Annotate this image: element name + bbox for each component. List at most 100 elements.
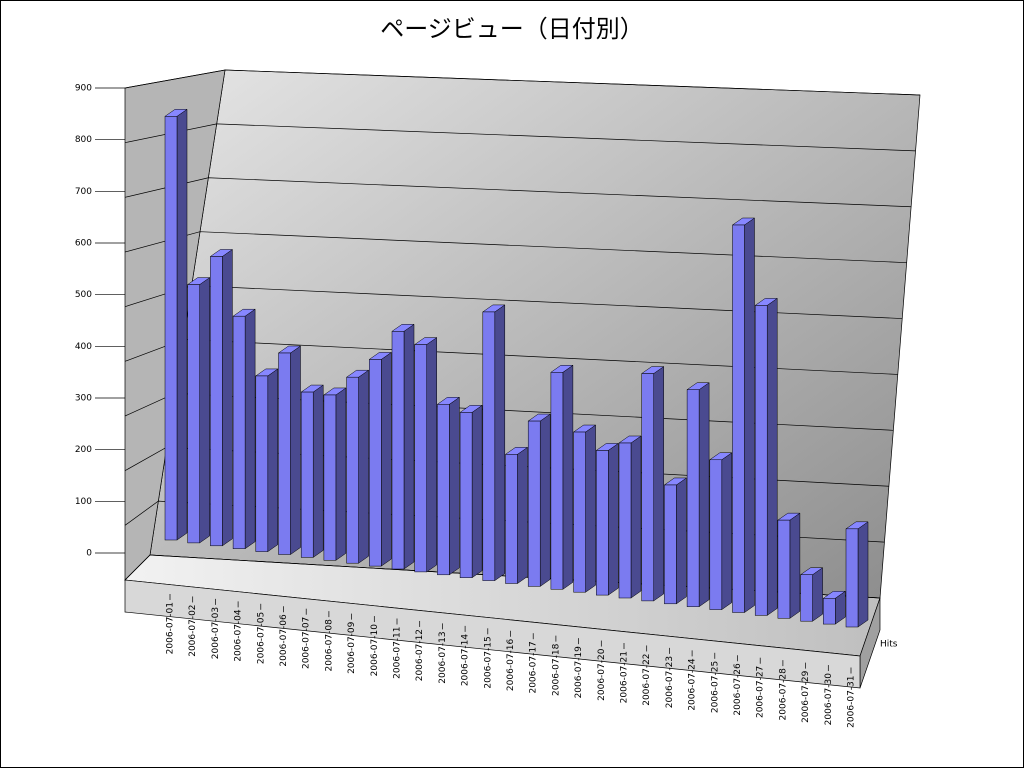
bar [641,373,654,602]
bar [823,598,836,625]
y-tick-label: 900 [75,84,92,94]
bar [255,375,269,552]
y-tick-label: 100 [75,497,92,507]
y-tick-label: 0 [86,549,92,559]
x-tick-label: 2006-07-04 [234,609,244,662]
y-tick-label: 300 [75,394,92,404]
bar-side [676,477,687,605]
bar-side [244,308,256,550]
bar-side [267,368,279,553]
x-tick-label: 2006-07-16 [506,638,516,691]
x-tick-label: 2006-07-06 [279,614,289,667]
bar-side [721,452,733,611]
bar [550,372,564,590]
bar [323,394,337,561]
bar-side [812,567,823,622]
x-tick-label: 2006-07-09 [347,621,357,674]
bar-side [426,337,437,573]
y-tick-label: 600 [75,239,92,249]
bar-side [562,364,574,590]
bar [618,442,632,599]
x-tick-label: 2006-07-24 [688,658,698,711]
bar [482,311,496,581]
bar [232,315,246,549]
bar [527,420,541,587]
bar-side [222,248,233,547]
bar [187,284,200,544]
bar [437,404,450,576]
bar-side [698,382,710,608]
x-tick-label: 2006-07-21 [620,651,630,703]
x-tick-label: 2006-07-17 [529,641,539,693]
bar [732,224,745,613]
x-tick-label: 2006-07-20 [597,648,607,701]
bar [369,359,382,567]
bar [346,376,359,564]
bar [573,431,586,593]
bar [709,459,723,610]
x-tick-label: 2006-07-12 [415,629,425,681]
x-tick-label: 2006-07-10 [370,624,380,677]
bar-side [381,351,392,567]
bar [664,484,677,605]
bar-side [585,424,596,593]
x-tick-label: 2006-07-30 [824,673,834,726]
bar [164,116,178,541]
bar [459,412,473,578]
bar [414,344,427,573]
bar-side [608,442,619,596]
bar-side [517,446,528,584]
bar-side [630,435,642,599]
bar-side [199,277,210,544]
x-tick-label: 2006-07-27 [756,666,766,718]
x-tick-label: 2006-07-03 [211,607,221,659]
grid-line [124,231,907,264]
grid-line [124,69,921,96]
y-tick-label: 200 [75,445,92,455]
x-tick-label: 2006-07-31 [847,676,857,728]
bar-side [471,404,483,579]
x-tick-label: 2006-07-05 [256,612,266,664]
bar-side [176,108,188,541]
bar-side [358,369,369,564]
bar-side [653,366,664,602]
bar [845,528,859,628]
x-tick-label: 2006-07-26 [733,663,743,716]
bar-side [403,323,415,570]
x-tick-label: 2006-07-14 [461,634,471,687]
grid-line [124,177,912,208]
x-tick-label: 2006-07-13 [438,631,448,683]
x-tick-label: 2006-07-01 [166,602,176,654]
x-tick-label: 2006-07-18 [551,643,561,696]
x-tick-label: 2006-07-15 [483,636,493,688]
y-tick-label: 800 [75,135,92,145]
y-tick-label: 400 [75,342,92,352]
bar [505,454,518,584]
grid-line [124,123,916,152]
x-tick-label: 2006-07-02 [188,604,198,656]
y-tick-label: 700 [75,187,92,197]
bar-side [290,345,301,555]
x-tick-label: 2006-07-07 [302,617,312,669]
x-tick-label: 2006-07-25 [710,661,720,713]
legend-label: Hits [880,640,898,650]
x-tick-label: 2006-07-29 [801,670,811,723]
bar-side [857,521,869,628]
bar-side [449,396,460,576]
bar [210,256,223,547]
x-tick-label: 2006-07-28 [778,668,788,721]
bar-side [744,217,755,613]
x-tick-label: 2006-07-08 [324,619,334,672]
bar [278,352,291,555]
bar-side [494,304,506,582]
bar [391,331,405,570]
x-tick-label: 2006-07-23 [665,656,675,708]
x-tick-label: 2006-07-22 [642,653,652,705]
bar [777,519,791,619]
x-tick-label: 2006-07-11 [393,627,403,679]
bar [300,391,314,558]
bar [754,305,768,616]
bar-side [789,512,801,619]
chart-title: ページビュー（日付別） [380,15,644,43]
